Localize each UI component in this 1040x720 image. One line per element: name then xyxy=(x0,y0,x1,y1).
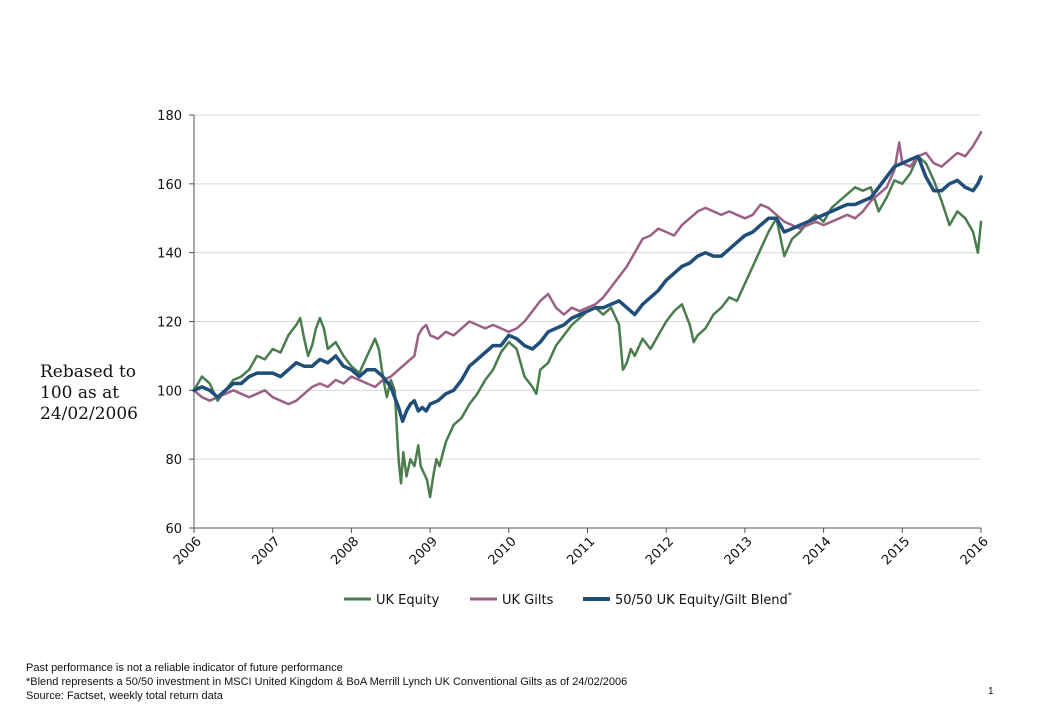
x-tick-label-2015: 2015 xyxy=(879,534,913,568)
x-tick-label-2009: 2009 xyxy=(407,534,441,568)
x-tick-label-2010: 2010 xyxy=(486,534,520,568)
x-tick-label-2016: 2016 xyxy=(958,534,992,568)
x-tick-label-2007: 2007 xyxy=(250,534,284,568)
y-tick-label-160: 160 xyxy=(157,178,182,193)
footnotes: Past performance is not a reliable indic… xyxy=(26,661,627,703)
page-number: 1 xyxy=(988,686,994,697)
x-tick-label-2006: 2006 xyxy=(171,534,205,568)
x-tick-label-2012: 2012 xyxy=(643,534,677,568)
y-tick-label-100: 100 xyxy=(157,384,182,399)
gridlines xyxy=(194,114,981,460)
series-lines xyxy=(192,130,983,499)
series-line-2 xyxy=(192,130,983,406)
y-tick-label-180: 180 xyxy=(157,109,182,124)
series-line-3 xyxy=(192,154,983,424)
source-note: Source: Factset, weekly total return dat… xyxy=(26,690,223,702)
y-tick-label-80: 80 xyxy=(165,453,182,468)
legend-label-1: UK Equity xyxy=(376,593,440,608)
x-tick-label-2008: 2008 xyxy=(328,534,362,568)
legend: UK Equity UK Gilts 50/50 UK Equity/Gilt Bl… xyxy=(344,591,792,608)
y-axis-label: Rebased to 100 as at 24/02/2006 xyxy=(40,362,138,424)
y-tick-labels: 60 80 100 120 140 160 180 xyxy=(157,109,194,537)
legend-label-2: UK Gilts xyxy=(502,593,554,608)
x-tick-label-2011: 2011 xyxy=(564,534,598,568)
y-tick-label-60: 60 xyxy=(165,522,182,537)
x-tick-labels: 2006 2007 2008 2009 2010 2011 2012 2013 2014 2015… xyxy=(171,528,992,568)
legend-label-3: 50/50 UK Equity/Gilt Blend* xyxy=(615,591,792,608)
series-line-1 xyxy=(192,155,983,499)
x-tick-label-2013: 2013 xyxy=(722,534,756,568)
x-tick-label-2014: 2014 xyxy=(800,534,834,568)
legend-superscript-3: * xyxy=(788,591,792,600)
y-tick-label-140: 140 xyxy=(157,247,182,262)
blend-footnote: *Blend represents a 50/50 investment in … xyxy=(26,676,628,688)
disclaimer-text: Past performance is not a reliable indic… xyxy=(26,662,343,674)
y-tick-label-120: 120 xyxy=(157,316,182,331)
